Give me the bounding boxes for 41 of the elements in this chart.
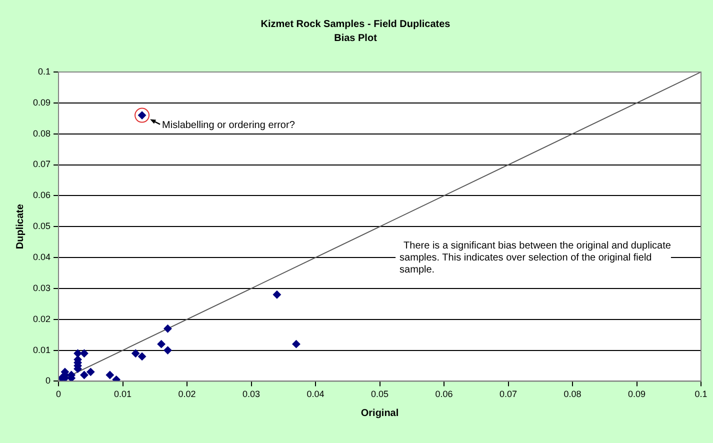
y-tick-label: 0.1 <box>38 66 51 76</box>
y-axis-title: Duplicate <box>14 204 26 250</box>
x-tick-label: 0.01 <box>114 389 132 400</box>
point <box>74 349 82 358</box>
y-tick-label: 0.02 <box>32 314 51 324</box>
y-tick-label: 0.06 <box>32 190 51 200</box>
y-tick-label: 0.08 <box>32 128 51 138</box>
x-tick-label: 0.09 <box>628 389 646 400</box>
point <box>164 346 172 354</box>
x-tick-label: 0.07 <box>499 389 518 400</box>
annotation: Mislabelling or ordering error? <box>162 120 296 132</box>
x-tick-label: 0.05 <box>370 389 389 400</box>
point <box>138 352 146 360</box>
y-tick-label: 0.04 <box>32 252 51 262</box>
x-tick-label: 0.02 <box>178 389 196 400</box>
point <box>106 371 114 380</box>
y-tick-label: 0.03 <box>32 282 51 293</box>
x-tick-label: 0 <box>56 389 62 400</box>
point <box>272 290 281 299</box>
point <box>80 371 88 380</box>
y-tick-label: 0.05 <box>32 221 51 232</box>
x-tick-label: 0.08 <box>564 389 582 400</box>
chart-subtitle: Bias Plot <box>334 32 378 44</box>
x-tick-label: 0.03 <box>242 389 260 400</box>
x-tick-label: 0.1 <box>694 389 708 400</box>
point <box>112 376 120 382</box>
x-tick-label: 0.06 <box>435 389 453 400</box>
y-tick-label: 0.09 <box>32 97 51 108</box>
point <box>80 349 88 358</box>
chart-title: Kizmet Rock Samples - Field Duplicates <box>260 18 451 30</box>
y-tick-label: 0 <box>46 376 51 386</box>
point <box>157 340 166 348</box>
annotation: There is a significant bias between the original and duplicate samples. This indicates over selection of the original field sample. <box>400 240 672 276</box>
point <box>132 349 140 358</box>
y-tick-label: 0.01 <box>32 344 51 355</box>
point <box>292 340 300 348</box>
x-tick-label: 0.04 <box>306 389 324 400</box>
point <box>86 368 95 376</box>
point <box>164 324 172 333</box>
x-axis-title: Original <box>360 408 399 419</box>
y-tick-label: 0.07 <box>32 159 51 170</box>
